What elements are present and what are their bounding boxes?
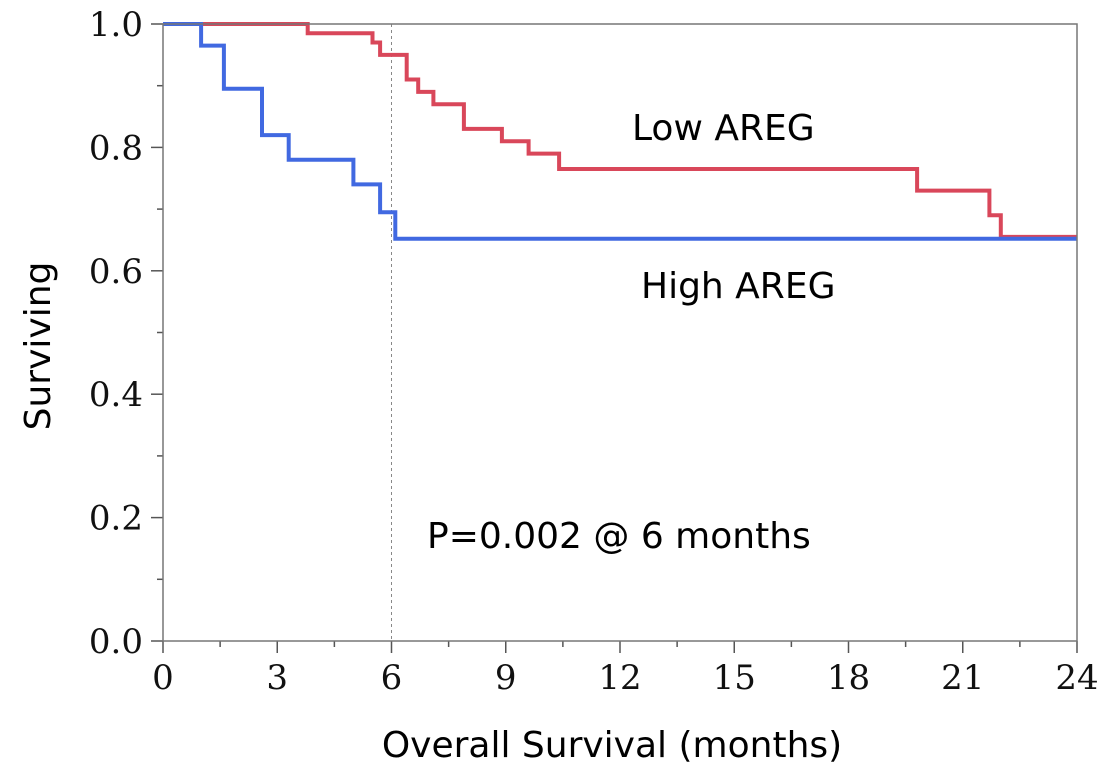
x-axis-ticks: 0 3 6 9 12 15 18 21 24 — [152, 641, 1099, 698]
y-tick-label: 0.6 — [89, 252, 143, 292]
x-tick-label: 18 — [827, 658, 870, 698]
y-axis-ticks: 0.0 0.2 0.4 0.6 0.8 1.0 — [89, 5, 163, 662]
y-tick-label: 0.2 — [89, 499, 143, 539]
x-tick-label: 24 — [1055, 658, 1098, 698]
high-areg-label: High AREG — [641, 266, 835, 307]
x-tick-label: 6 — [381, 658, 403, 698]
y-tick-label: 0.8 — [89, 128, 143, 168]
y-tick-label: 0.4 — [89, 375, 143, 415]
x-tick-label: 9 — [495, 658, 517, 698]
x-tick-label: 21 — [941, 658, 984, 698]
plot-frame — [162, 23, 1078, 642]
x-tick-label: 12 — [598, 658, 641, 698]
y-axis-title: Surviving — [18, 262, 59, 431]
x-axis-title: Overall Survival (months) — [382, 725, 842, 766]
x-tick-label: 3 — [266, 658, 288, 698]
series-line-low-areg — [163, 22, 1077, 239]
y-tick-label: 0.0 — [89, 622, 143, 662]
y-tick-label: 1.0 — [89, 5, 143, 45]
series-line-high-areg — [163, 22, 1077, 241]
x-tick-label: 0 — [152, 658, 174, 698]
p-value-annotation: P=0.002 @ 6 months — [427, 516, 811, 557]
low-areg-label: Low AREG — [632, 108, 815, 149]
x-tick-label: 15 — [713, 658, 756, 698]
series-lines — [163, 22, 1077, 241]
